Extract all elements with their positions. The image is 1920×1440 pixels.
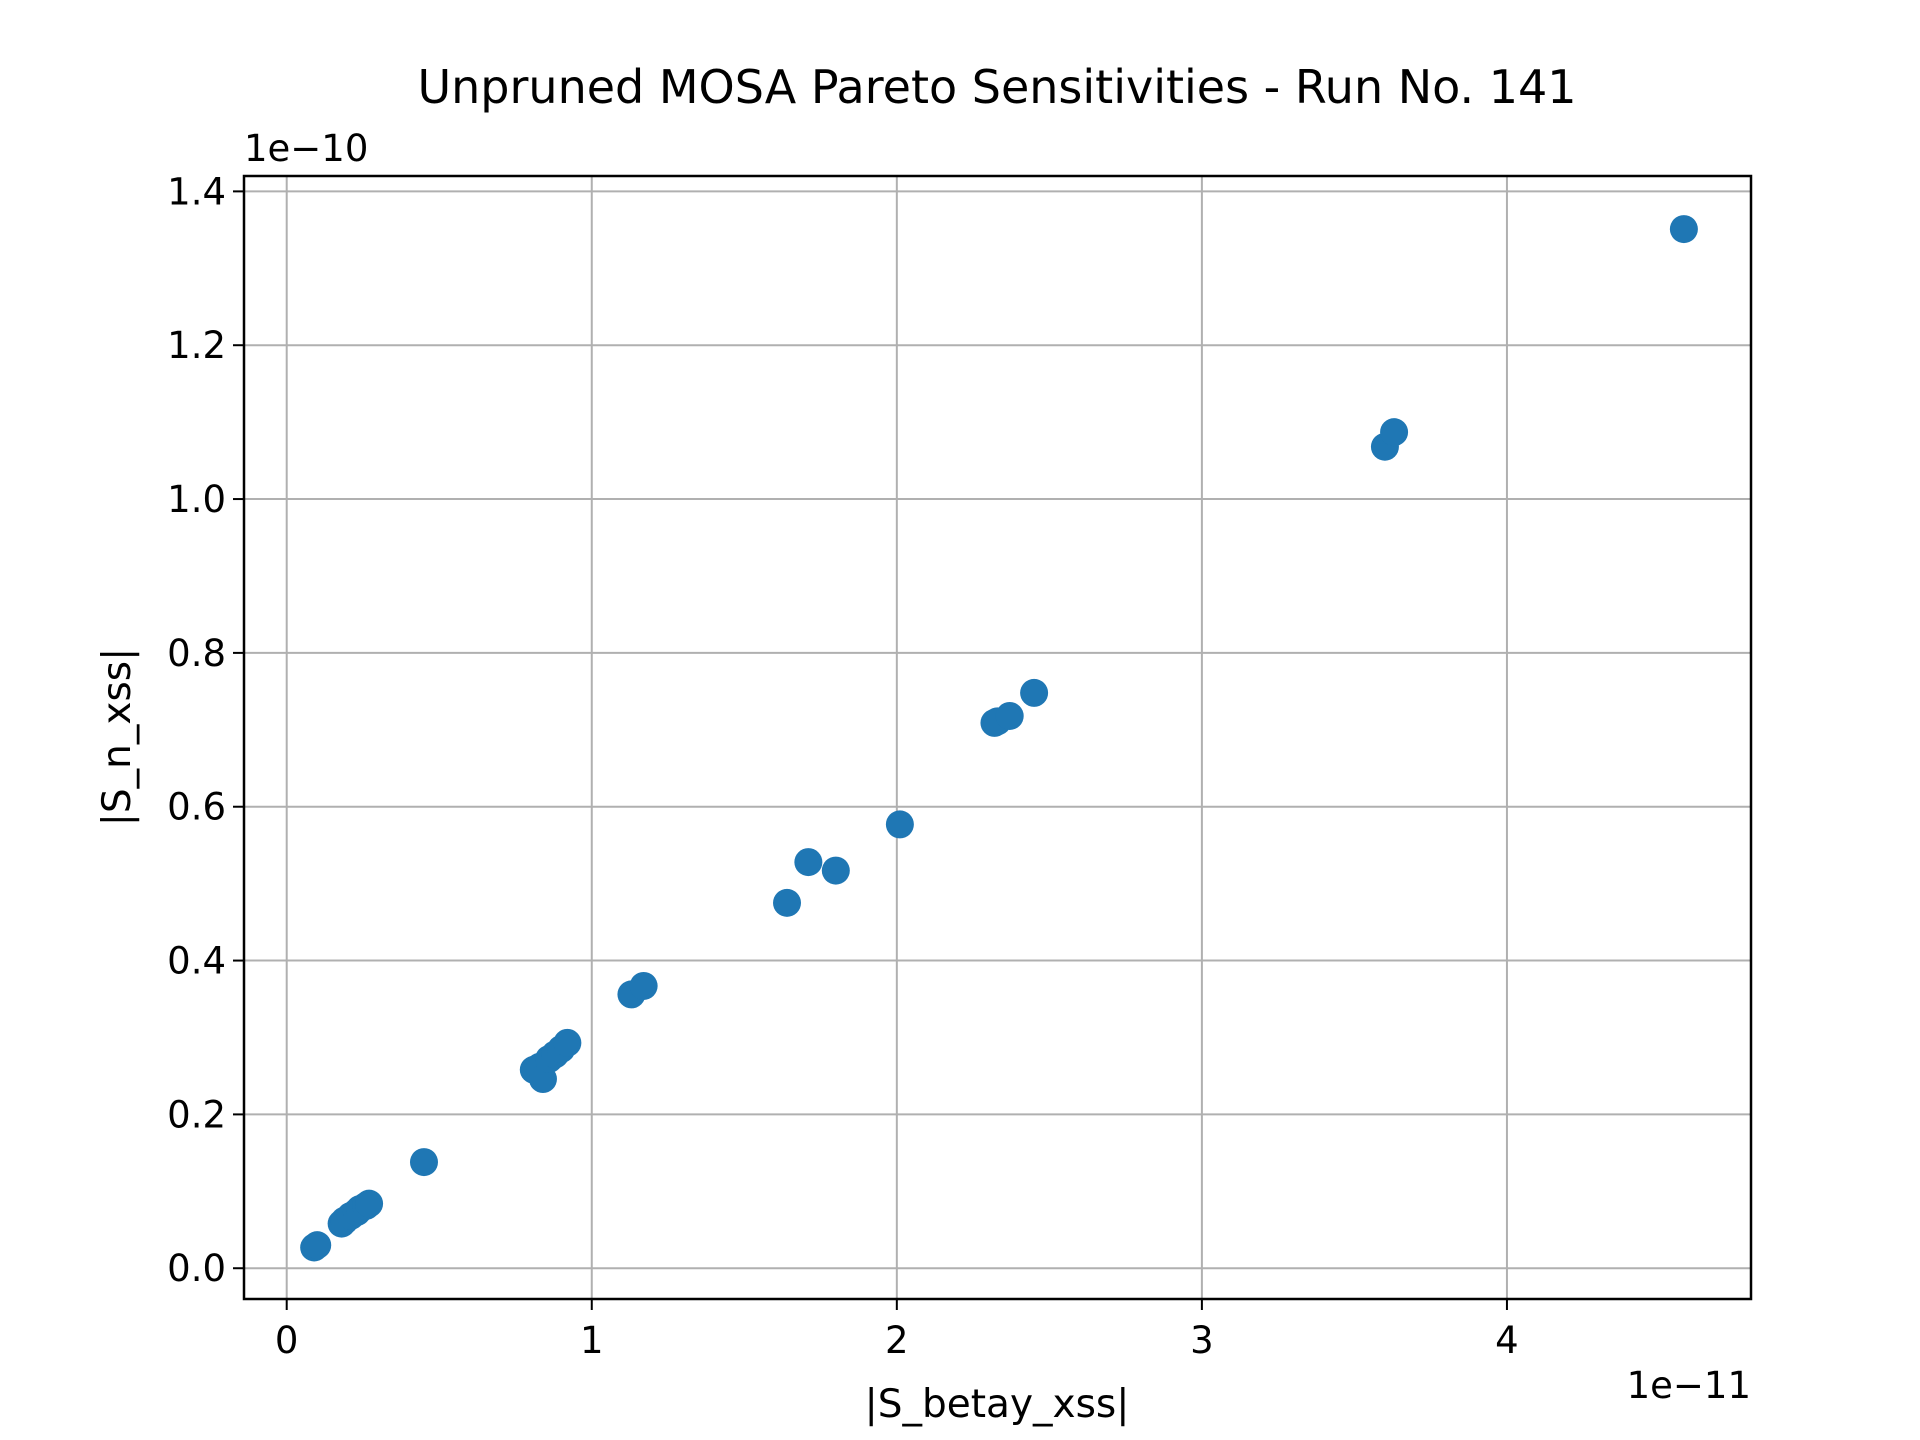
plot-frame	[242, 174, 1753, 1301]
data-point	[629, 971, 658, 1000]
x-axis-offset-label: 1e−11	[1627, 1364, 1751, 1407]
data-point	[409, 1148, 438, 1177]
data-point	[1669, 215, 1698, 244]
gridlines	[244, 176, 1751, 1299]
data-point	[355, 1189, 384, 1218]
scatter-points	[300, 215, 1698, 1262]
data-point	[794, 848, 823, 877]
y-tick-label: 1.2	[167, 324, 226, 367]
x-tick-label: 1	[580, 1319, 604, 1362]
data-point	[995, 701, 1024, 730]
y-tick-label: 0.0	[167, 1247, 226, 1290]
x-axis-label: |S_betay_xss|	[865, 1382, 1130, 1427]
y-axis-label: |S_n_xss|	[95, 648, 140, 826]
data-point	[885, 810, 914, 839]
y-axis-offset-label: 1e−10	[244, 127, 368, 170]
data-point	[303, 1231, 332, 1260]
data-point	[1020, 678, 1049, 707]
y-axis-ticks: 0.0 0.2 0.4 0.6 0.8 1.0 1.2 1.4	[167, 170, 244, 1290]
plot-area-background	[244, 176, 1751, 1299]
data-point	[821, 856, 850, 885]
y-tick-label: 0.8	[167, 632, 226, 675]
x-tick-label: 3	[1190, 1319, 1214, 1362]
y-tick-label: 0.4	[167, 940, 226, 983]
y-tick-label: 1.0	[167, 478, 226, 521]
data-point	[553, 1028, 582, 1057]
y-tick-label: 1.4	[167, 170, 226, 213]
x-axis-ticks: 0 1 2 3 4	[275, 1299, 1519, 1362]
x-tick-label: 2	[885, 1319, 909, 1362]
y-tick-label: 0.6	[167, 786, 226, 829]
data-point	[773, 888, 802, 917]
data-point	[1380, 418, 1409, 447]
x-tick-label: 4	[1495, 1319, 1519, 1362]
x-tick-label: 0	[275, 1319, 299, 1362]
chart-title: Unpruned MOSA Pareto Sensitivities - Run…	[417, 60, 1576, 114]
y-tick-label: 0.2	[167, 1093, 226, 1136]
